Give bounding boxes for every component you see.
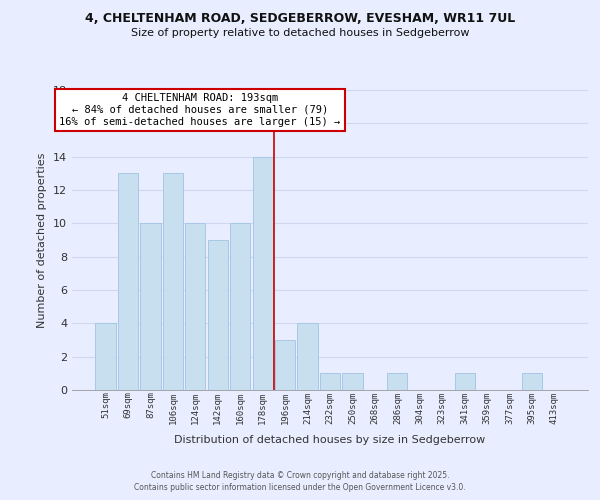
Bar — [387, 374, 407, 390]
Bar — [522, 374, 542, 390]
Bar — [185, 224, 205, 390]
Bar — [163, 174, 183, 390]
Bar — [275, 340, 295, 390]
Bar — [230, 224, 250, 390]
Text: 4 CHELTENHAM ROAD: 193sqm
← 84% of detached houses are smaller (79)
16% of semi-: 4 CHELTENHAM ROAD: 193sqm ← 84% of detac… — [59, 94, 340, 126]
Y-axis label: Number of detached properties: Number of detached properties — [37, 152, 47, 328]
Text: 4, CHELTENHAM ROAD, SEDGEBERROW, EVESHAM, WR11 7UL: 4, CHELTENHAM ROAD, SEDGEBERROW, EVESHAM… — [85, 12, 515, 26]
Bar — [455, 374, 475, 390]
Text: Contains HM Land Registry data © Crown copyright and database right 2025.
Contai: Contains HM Land Registry data © Crown c… — [134, 471, 466, 492]
Bar — [298, 324, 317, 390]
X-axis label: Distribution of detached houses by size in Sedgeberrow: Distribution of detached houses by size … — [175, 434, 485, 445]
Bar — [95, 324, 116, 390]
Bar — [320, 374, 340, 390]
Text: Size of property relative to detached houses in Sedgeberrow: Size of property relative to detached ho… — [131, 28, 469, 38]
Bar — [140, 224, 161, 390]
Bar — [343, 374, 362, 390]
Bar — [253, 156, 273, 390]
Bar — [118, 174, 138, 390]
Bar — [208, 240, 228, 390]
